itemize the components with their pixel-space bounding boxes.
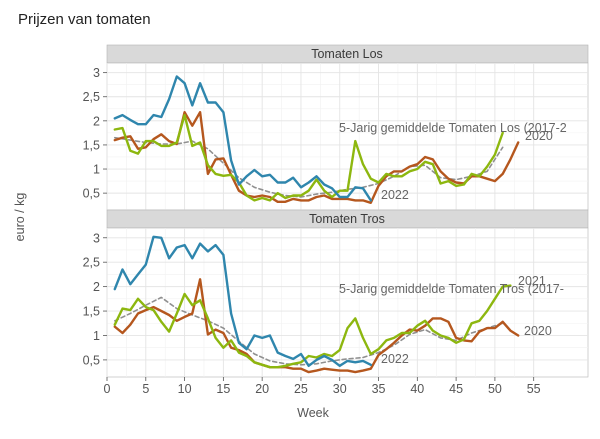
x-tick-label: 40	[410, 382, 424, 396]
y-tick-label: 2,5	[83, 256, 100, 270]
label-2020-los: 2020	[525, 129, 553, 143]
x-tick-label: 0	[104, 382, 111, 396]
series-line-2021	[113, 113, 504, 202]
x-tick-label: 45	[449, 382, 463, 396]
x-tick-label: 15	[216, 382, 230, 396]
series-lines-los	[113, 75, 520, 204]
panel-tomaten-los: Tomaten Los 0,5 1 1,5 2 2,5 3 5-Jarig gemidde…	[83, 44, 589, 211]
y-tick-label: 2,5	[83, 90, 100, 104]
x-tick-label: 25	[294, 382, 308, 396]
strip-label-tomaten-tros: Tomaten Tros	[309, 212, 385, 226]
series-line-2022	[113, 75, 372, 202]
strip-label-tomaten-los: Tomaten Los	[311, 47, 383, 61]
y-ticks-los: 0,5 1 1,5 2 2,5 3	[83, 66, 107, 201]
label-2022-tros: 2022	[381, 352, 409, 366]
x-tick-label: 30	[333, 382, 347, 396]
y-tick-label: 2	[93, 114, 100, 128]
y-tick-label: 1	[93, 329, 100, 343]
y-tick-label: 1,5	[83, 305, 100, 319]
y-tick-label: 3	[93, 231, 100, 245]
label-avg-tros: 5-Jarig gemiddelde Tomaten Tros (2017-	[339, 282, 564, 296]
series-line-2021	[113, 284, 512, 369]
x-tick-label: 5	[142, 382, 149, 396]
x-axis-ticks: 0 5 10 15 20 25 30 35 40 45 50 55	[104, 377, 541, 396]
y-tick-label: 0,5	[83, 353, 100, 367]
label-2020-tros: 2020	[524, 324, 552, 338]
y-tick-label: 1,5	[83, 138, 100, 152]
label-avg-los: 5-Jarig gemiddelde Tomaten Los (2017-2	[339, 121, 567, 135]
y-tick-label: 1	[93, 163, 100, 177]
y-tick-label: 0,5	[83, 187, 100, 201]
y-ticks-tros: 0,5 1 1,5 2 2,5 3	[83, 231, 107, 367]
x-tick-label: 10	[178, 382, 192, 396]
panel-tomaten-tros: Tomaten Tros 0,5 1 1,5 2 2,5 3 2021 5-Jarig g…	[83, 209, 589, 378]
label-2022-los: 2022	[381, 188, 409, 202]
x-axis-title: Week	[297, 406, 329, 420]
y-tick-label: 2	[93, 280, 100, 294]
x-tick-label: 50	[488, 382, 502, 396]
y-tick-label: 3	[93, 66, 100, 80]
series-line-2022	[113, 235, 372, 367]
x-tick-label: 55	[527, 382, 541, 396]
x-tick-label: 35	[372, 382, 386, 396]
chart-title: Prijzen van tomaten	[18, 11, 151, 28]
series-line-2020	[113, 278, 520, 374]
series-lines-tros	[113, 235, 520, 374]
y-axis-title: euro / kg	[13, 193, 27, 242]
label-2021-tros: 2021	[518, 274, 546, 288]
plot-area-tros	[106, 227, 589, 378]
x-tick-label: 20	[255, 382, 269, 396]
